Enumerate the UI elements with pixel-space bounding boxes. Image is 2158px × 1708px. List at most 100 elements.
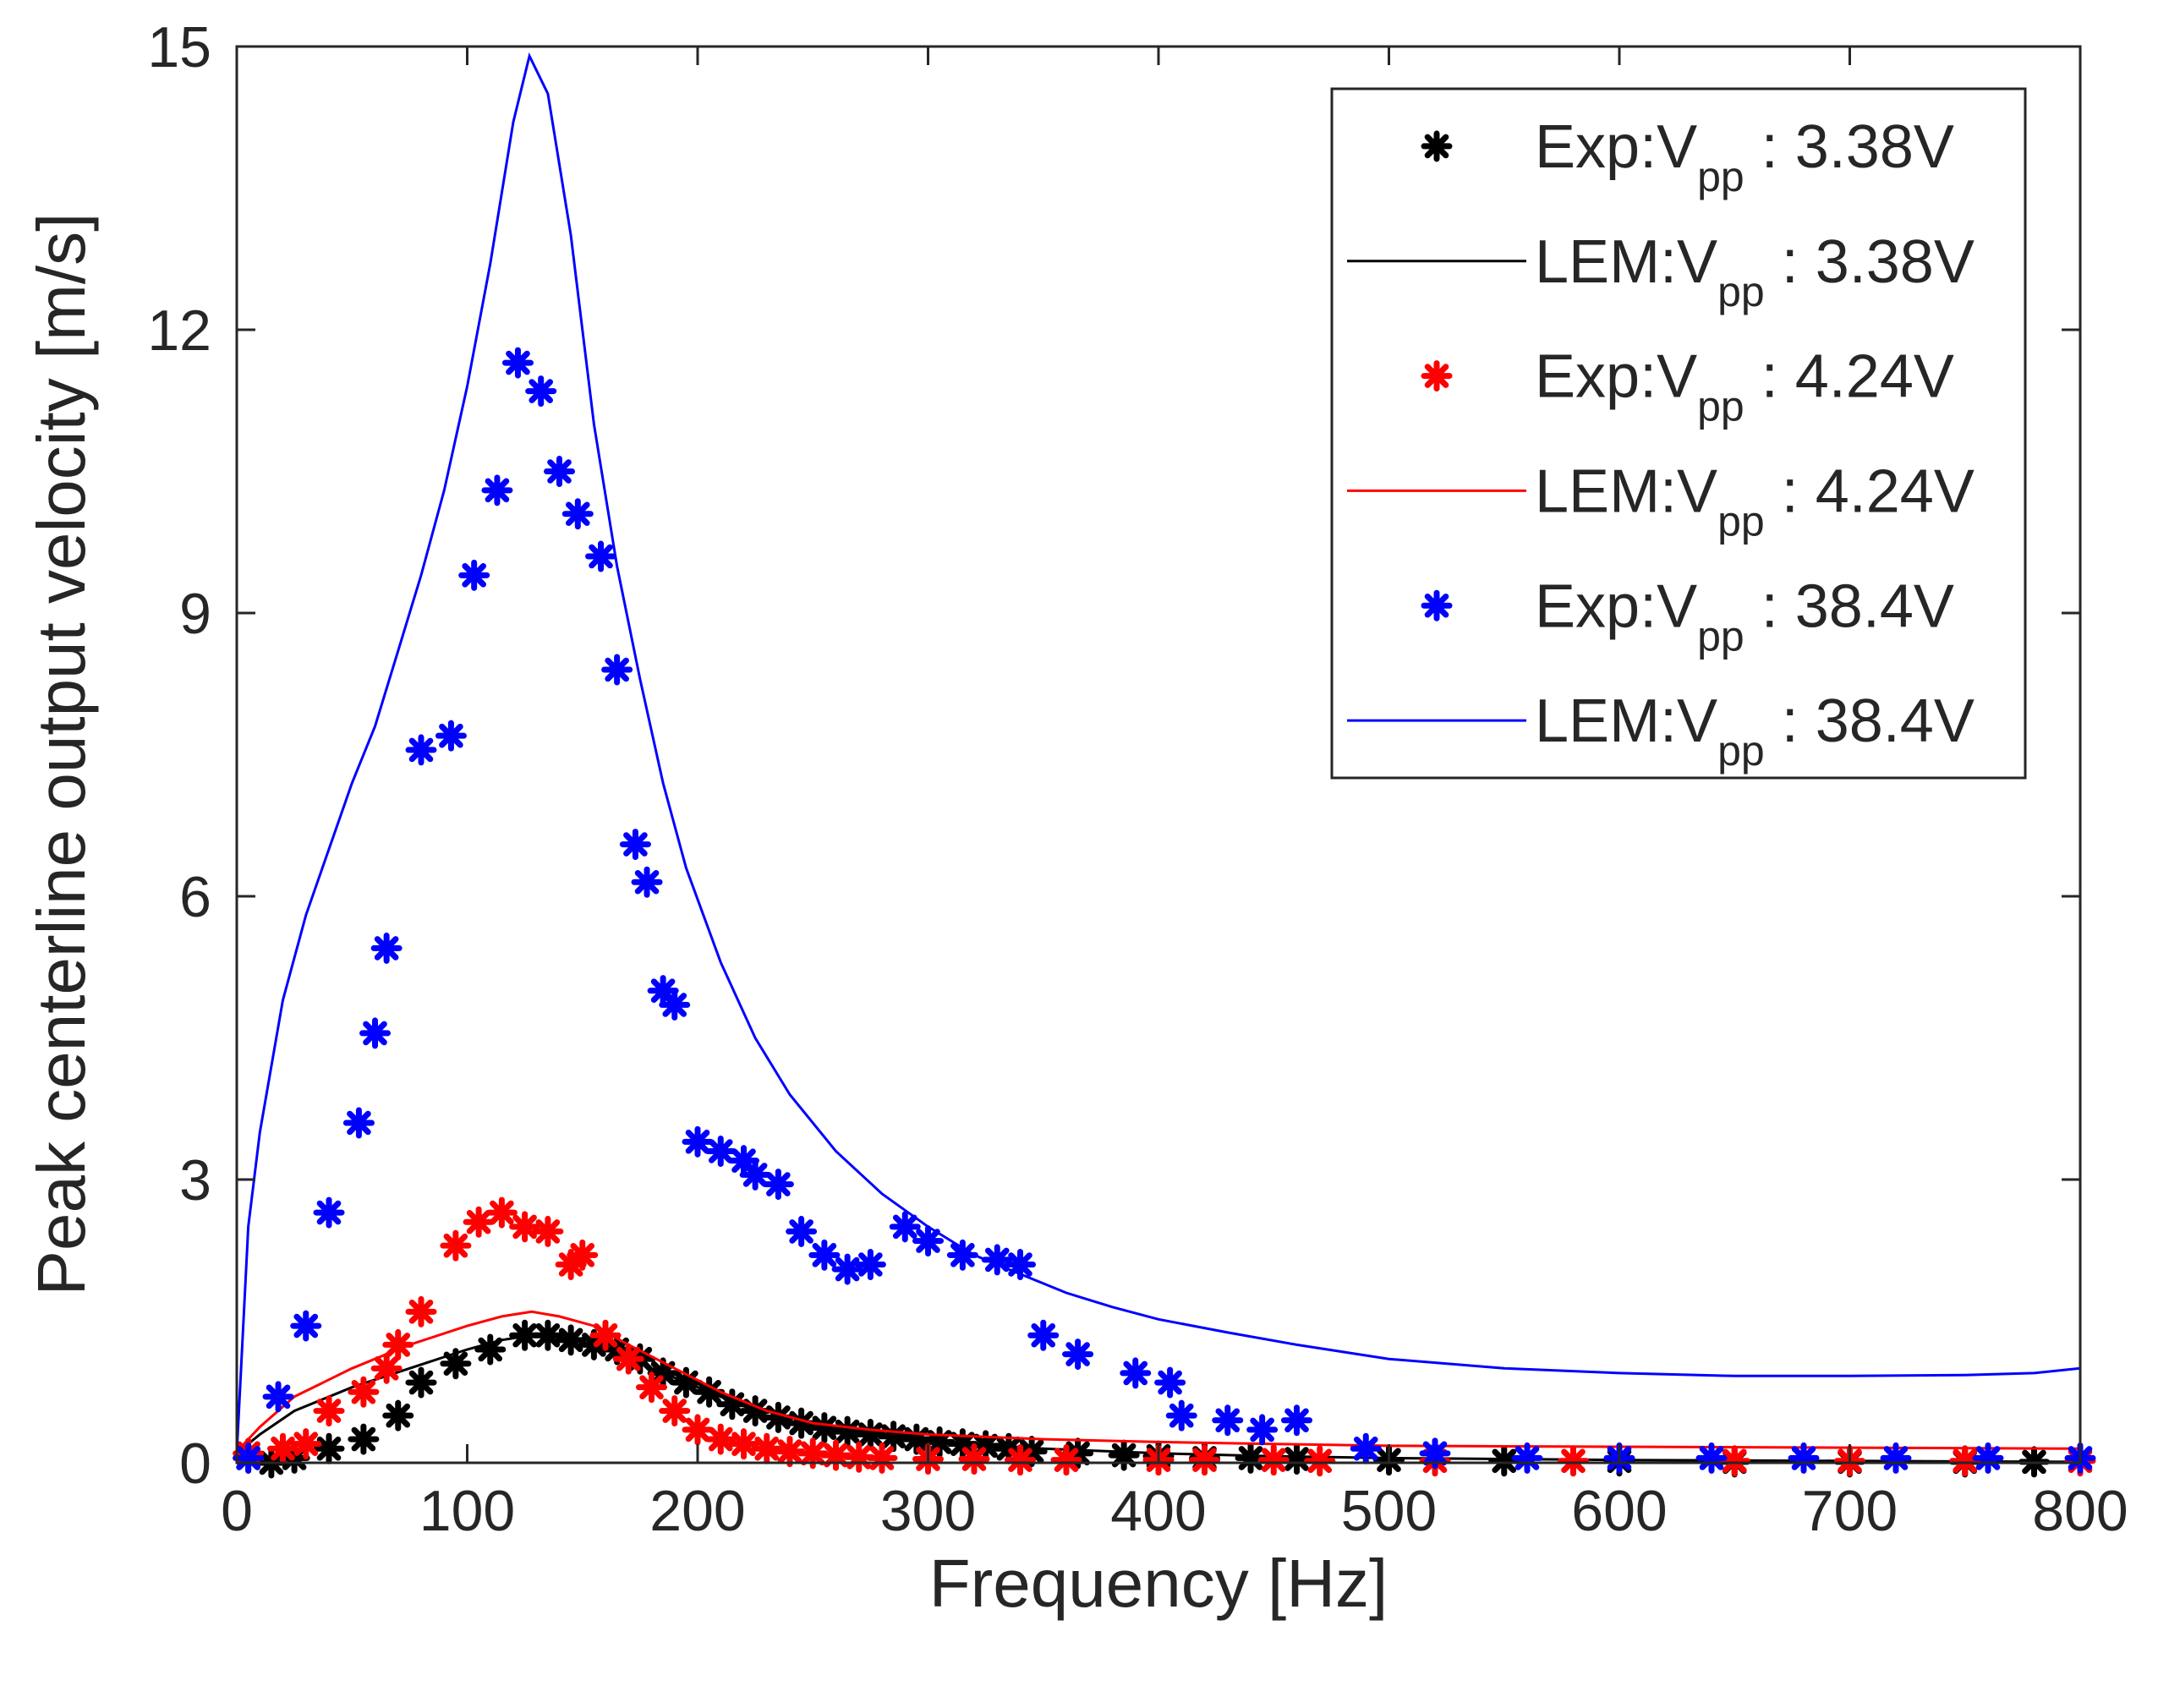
- data-point-4-38: [1154, 1366, 1186, 1399]
- data-point-2-37: [1558, 1445, 1589, 1477]
- data-point-4-14: [561, 498, 594, 530]
- data-point-0-39: [1488, 1445, 1520, 1477]
- data-point-4-30: [889, 1211, 921, 1243]
- data-point-2-7: [405, 1295, 437, 1328]
- data-point-2-3: [313, 1395, 345, 1427]
- data-point-4-11: [501, 347, 534, 379]
- data-point-2-40: [1949, 1445, 1981, 1477]
- legend-marker-swatch: [1421, 589, 1453, 621]
- data-point-4-28: [831, 1253, 863, 1285]
- data-point-4-36: [1062, 1338, 1094, 1371]
- data-point-4-35: [1027, 1319, 1060, 1351]
- data-point-0-33: [1108, 1439, 1140, 1471]
- y-tick-label: 12: [147, 298, 211, 363]
- data-point-2-38: [1718, 1445, 1750, 1477]
- data-point-4-45: [1511, 1442, 1543, 1474]
- data-point-2-30: [1005, 1444, 1036, 1476]
- data-point-2-4: [348, 1376, 380, 1408]
- data-point-2-11: [509, 1211, 541, 1243]
- data-point-4-39: [1165, 1399, 1197, 1432]
- data-point-2-17: [636, 1371, 667, 1404]
- x-tick-label: 500: [1341, 1479, 1437, 1543]
- data-point-4-31: [912, 1225, 944, 1257]
- series-5: [235, 52, 2081, 1453]
- series-1: [236, 1333, 2081, 1464]
- data-point-4-13: [544, 456, 575, 487]
- data-point-4-40: [1212, 1404, 1244, 1437]
- legend-box: [1330, 87, 2027, 780]
- data-point-0-4: [348, 1423, 380, 1455]
- y-tick-label: 0: [179, 1432, 211, 1496]
- x-tick-label: 0: [221, 1479, 253, 1543]
- data-point-2-27: [866, 1442, 898, 1474]
- data-point-2-34: [1257, 1444, 1290, 1476]
- x-tick-label: 400: [1110, 1479, 1206, 1543]
- data-point-4-15: [585, 540, 617, 572]
- data-point-2-26: [843, 1441, 875, 1473]
- data-point-4-41: [1246, 1414, 1279, 1446]
- data-point-2-29: [958, 1443, 990, 1475]
- x-tick-label: 700: [1802, 1479, 1898, 1543]
- data-point-4-19: [647, 975, 679, 1007]
- data-point-0-5: [382, 1399, 414, 1432]
- data-point-2-21: [728, 1428, 759, 1460]
- data-point-0-8: [474, 1333, 507, 1366]
- legend-entry-1: LEM:Vpp : 3.38V: [1347, 228, 1975, 315]
- data-point-2-9: [463, 1206, 495, 1238]
- data-point-2-10: [485, 1196, 518, 1229]
- y-tick-label: 3: [179, 1148, 211, 1213]
- legend-entry-0: Exp:Vpp : 3.38V: [1421, 113, 1954, 200]
- x-tick-label: 800: [2032, 1479, 2128, 1543]
- legend-label: Exp:Vpp : 4.24V: [1535, 343, 1954, 430]
- data-point-4-12: [525, 375, 557, 408]
- data-point-4-7: [405, 734, 437, 766]
- series-line-5: [235, 52, 2081, 1453]
- data-point-4-2: [290, 1310, 322, 1342]
- data-point-4-42: [1281, 1404, 1312, 1437]
- legend-label: LEM:Vpp : 38.4V: [1535, 687, 1975, 775]
- data-point-2-20: [704, 1423, 737, 1455]
- x-tick-label: 200: [649, 1479, 745, 1543]
- legend-marker-swatch: [1421, 360, 1453, 392]
- data-point-4-3: [313, 1196, 345, 1229]
- data-point-4-10: [481, 474, 513, 506]
- data-point-4-50: [1972, 1442, 2004, 1474]
- axes-layer: 0 100 200 300 400 500 600 700 800 0 3 6 9 12 15: [147, 15, 2128, 1543]
- series-layer: [233, 52, 2096, 1479]
- legend-label: Exp:Vpp : 3.38V: [1535, 113, 1954, 200]
- data-point-2-5: [370, 1352, 403, 1384]
- data-point-2-12: [532, 1215, 564, 1247]
- data-point-4-32: [946, 1239, 978, 1271]
- data-point-2-8: [440, 1229, 472, 1262]
- data-point-4-48: [1788, 1442, 1820, 1474]
- legend: Exp:Vpp : 3.38V LEM:Vpp : 3.38V Exp:Vpp : …: [1330, 87, 2027, 780]
- data-point-4-27: [808, 1239, 841, 1271]
- data-point-4-8: [435, 720, 467, 752]
- data-point-4-49: [1880, 1442, 1912, 1474]
- data-point-4-37: [1120, 1357, 1152, 1389]
- legend-label: LEM:Vpp : 4.24V: [1535, 457, 1975, 545]
- data-point-4-21: [682, 1125, 714, 1158]
- data-point-2-31: [1050, 1444, 1082, 1476]
- y-tick-label: 15: [147, 15, 211, 79]
- data-point-4-0: [233, 1442, 265, 1474]
- legend-marker-swatch: [1421, 130, 1453, 162]
- data-point-4-47: [1695, 1442, 1728, 1474]
- y-tick-label: 9: [179, 582, 211, 646]
- x-axis-label: Frequency [Hz]: [929, 1546, 1388, 1621]
- data-point-4-20: [659, 988, 691, 1021]
- y-tick-label: 6: [179, 865, 211, 929]
- data-point-4-4: [342, 1107, 375, 1139]
- legend-entry-3: LEM:Vpp : 4.24V: [1347, 457, 1975, 545]
- series-4: [233, 347, 2096, 1474]
- data-point-4-17: [619, 829, 651, 861]
- data-point-4-29: [854, 1249, 886, 1280]
- data-point-2-18: [659, 1395, 691, 1427]
- legend-entry-2: Exp:Vpp : 4.24V: [1421, 343, 1954, 430]
- data-point-4-22: [704, 1136, 737, 1167]
- data-point-2-19: [682, 1414, 714, 1446]
- data-point-0-6: [405, 1366, 437, 1399]
- data-point-4-6: [370, 932, 403, 964]
- data-point-2-1: [267, 1432, 299, 1464]
- data-point-4-26: [786, 1215, 818, 1247]
